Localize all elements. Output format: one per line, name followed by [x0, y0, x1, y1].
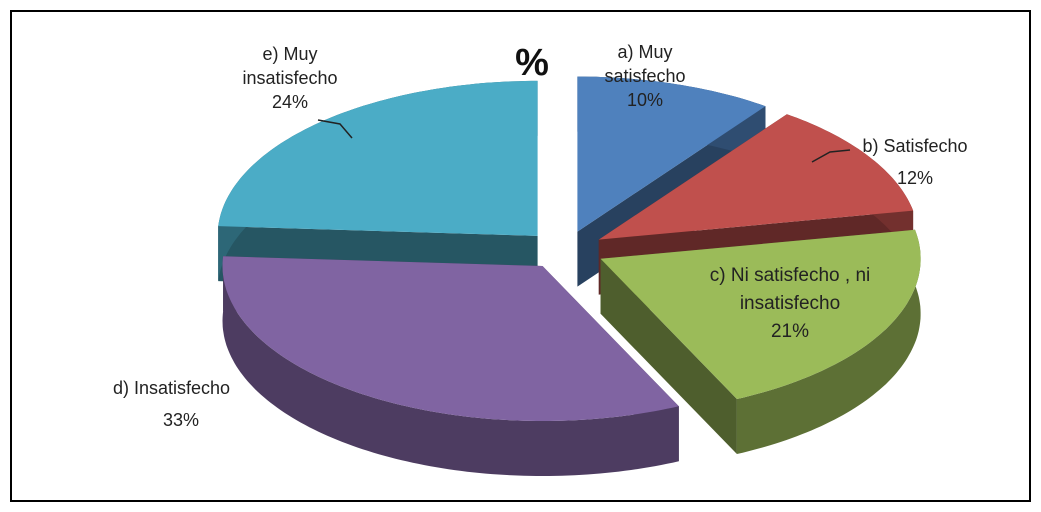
category-label: e) Muy insatisfecho: [242, 44, 338, 88]
category-label: c) Ni satisfecho , ni insatisfecho: [709, 265, 871, 314]
slice-top: [218, 80, 538, 236]
slice-side: [222, 256, 679, 476]
slice-top: [577, 76, 766, 232]
data-label: a) Muy satisfecho 10%: [575, 40, 715, 112]
value-label: 24%: [271, 92, 309, 112]
category-label: d) Insatisfecho: [113, 378, 231, 398]
slice-wall: [600, 258, 737, 454]
chart-title: %: [515, 42, 549, 84]
slices: [218, 76, 921, 476]
slice: [600, 229, 921, 454]
slice-top: [598, 114, 914, 240]
data-label: c) Ni satisfecho , ni insatisfecho 21%: [690, 262, 890, 346]
data-label: d) Insatisfecho 33%: [95, 376, 313, 432]
value-label: 12%: [896, 168, 934, 188]
value-label: 10%: [626, 90, 664, 110]
slice-top: [222, 256, 679, 421]
data-label: e) Muy insatisfecho 24%: [215, 42, 365, 114]
leader-line: [317, 119, 353, 139]
category-label: b) Satisfecho: [862, 136, 968, 156]
slice: [222, 256, 679, 476]
leader-line: [811, 149, 851, 163]
slice-top: [600, 229, 921, 399]
slice-side: [736, 229, 921, 454]
value-label: 21%: [770, 321, 810, 342]
category-label: a) Muy satisfecho: [604, 42, 686, 86]
data-label: b) Satisfecho 12%: [845, 134, 985, 190]
value-label: 33%: [163, 410, 200, 430]
